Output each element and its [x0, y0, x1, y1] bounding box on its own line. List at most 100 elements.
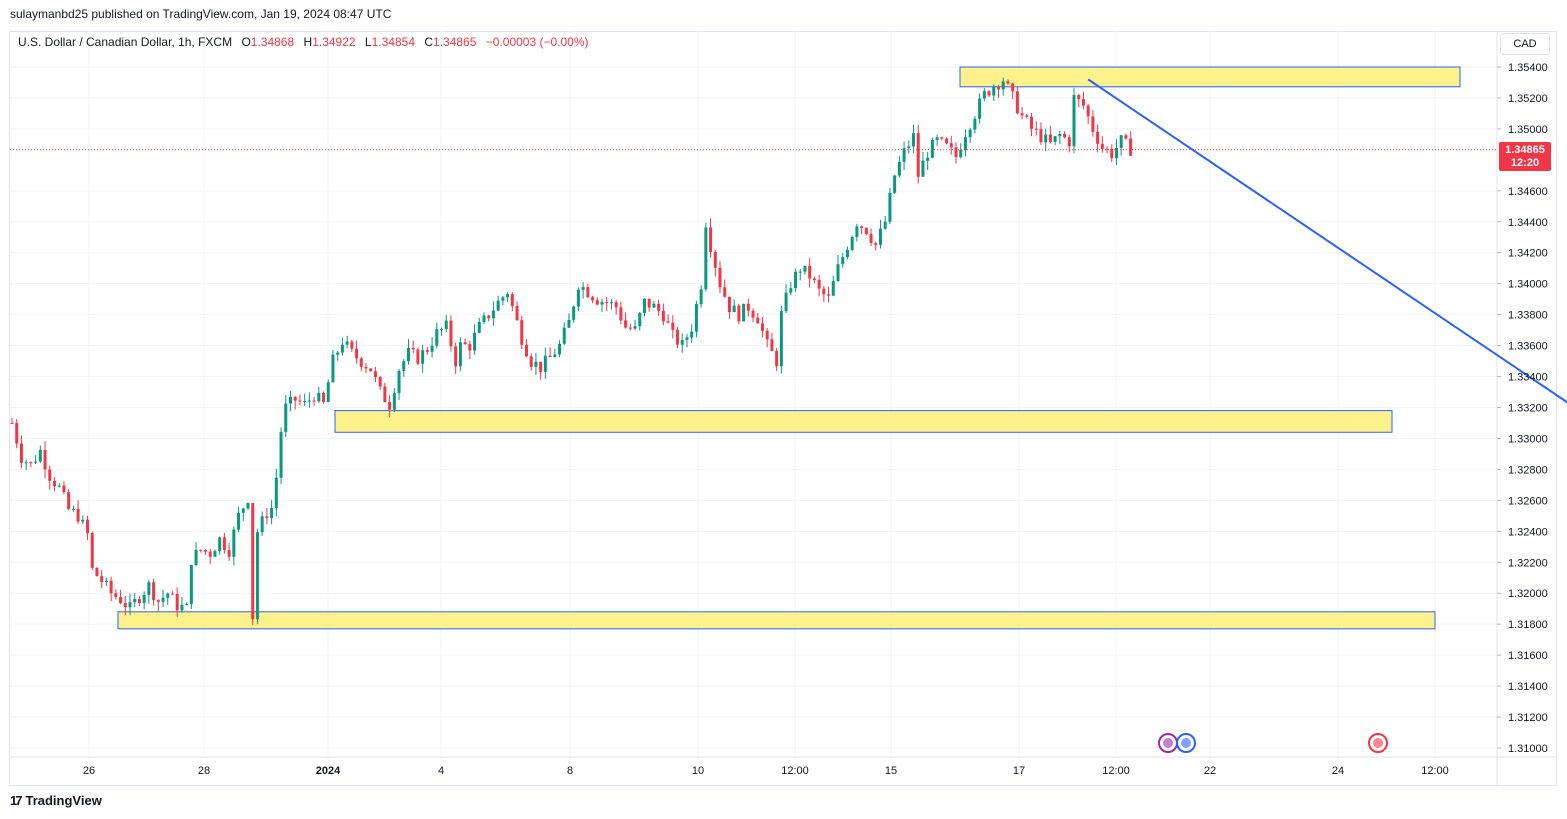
candle-body	[619, 307, 623, 321]
candle-body	[940, 137, 944, 139]
candle-body	[1091, 116, 1095, 132]
legend-open-label: O	[241, 35, 251, 49]
candle-body	[161, 597, 165, 602]
candle-body	[930, 139, 934, 158]
y-tick-label: 1.32600	[1508, 495, 1548, 507]
y-tick-label: 1.33800	[1508, 310, 1548, 322]
candle-body	[1058, 133, 1062, 137]
candle-body	[133, 599, 137, 603]
candle-body	[949, 143, 953, 148]
candle-body	[614, 302, 618, 308]
candle-body	[303, 400, 307, 402]
candle-body	[642, 298, 646, 314]
candle-body	[90, 532, 94, 568]
us-flag-event-icon[interactable]	[1176, 733, 1196, 753]
projection-arrows-layer	[1087, 78, 1567, 404]
candle-body	[147, 582, 151, 595]
sr-zone	[959, 66, 1461, 88]
candle-body	[855, 226, 859, 237]
publisher-caption: sulaymanbd25 published on TradingView.co…	[10, 7, 392, 21]
candle-body	[963, 137, 967, 151]
candle-body	[406, 347, 410, 362]
candle-body	[86, 519, 90, 533]
candle-body	[317, 392, 321, 402]
candle-body	[935, 137, 939, 140]
candle-body	[765, 330, 769, 340]
y-tick-label: 1.31400	[1508, 681, 1548, 693]
candle-body	[1048, 134, 1052, 142]
candle-body	[128, 602, 132, 608]
y-tick-label: 1.31200	[1508, 712, 1548, 724]
legend-close-value: 1.34865	[433, 35, 477, 49]
candle-body	[657, 303, 661, 311]
candle-body	[713, 251, 717, 268]
candle-body	[529, 356, 533, 367]
legend-change: −0.00003 (−0.00%)	[485, 35, 589, 49]
x-tick-label: 12:00	[1102, 765, 1130, 777]
candle-body	[34, 461, 38, 463]
candle-body	[822, 288, 826, 295]
candle-body	[576, 289, 580, 307]
y-tick-label: 1.33000	[1508, 433, 1548, 445]
legend-low-value: 1.34854	[371, 35, 415, 49]
time-axis: 26 28 2024 4 8 10 12:00 15 17 12:00 22 24 12:00	[83, 765, 1449, 777]
candle-body	[562, 327, 566, 344]
y-tick-label: 1.32400	[1508, 526, 1548, 538]
candle-body	[425, 350, 429, 352]
chart-frame	[9, 31, 1557, 786]
candle-body	[444, 320, 448, 329]
candle-body	[959, 150, 963, 158]
candle-body	[1006, 81, 1010, 84]
x-tick-label: 8	[567, 765, 573, 777]
candle-body	[213, 551, 217, 557]
candle-body	[501, 297, 505, 301]
candle-body	[595, 300, 599, 305]
candle-body	[676, 329, 680, 345]
candle-body	[775, 351, 779, 367]
candle-body	[350, 341, 354, 349]
candle-body	[1110, 148, 1114, 159]
y-tick-label: 1.35000	[1508, 124, 1548, 136]
candle-body	[1081, 99, 1085, 106]
currency-selector-button[interactable]: CAD	[1500, 33, 1550, 55]
candle-body	[71, 508, 75, 510]
candle-body	[38, 449, 42, 462]
candle-body	[208, 551, 212, 557]
candle-body	[373, 371, 377, 378]
candle-body	[817, 280, 821, 289]
candle-body	[232, 529, 236, 557]
candle-body	[175, 593, 179, 611]
candle-body	[468, 344, 472, 351]
candle-body	[359, 358, 363, 367]
candle-body	[440, 328, 444, 330]
candle-body	[945, 138, 949, 144]
legend-low-label: L	[364, 35, 372, 49]
candle-body	[897, 161, 901, 176]
candle-body	[449, 320, 453, 347]
candle-body	[10, 422, 14, 424]
candle-body	[199, 549, 203, 551]
candle-body	[473, 332, 477, 351]
candle-body	[265, 516, 269, 519]
candle-body	[189, 565, 193, 605]
candle-body	[600, 301, 604, 305]
candle-body	[515, 305, 519, 321]
candle-body	[1124, 135, 1128, 139]
candle-body	[978, 98, 982, 119]
candle-body	[534, 361, 538, 367]
candle-body	[487, 315, 491, 319]
candle-body	[185, 604, 189, 606]
candle-body	[312, 400, 316, 402]
candle-body	[718, 267, 722, 288]
candle-body	[609, 302, 613, 304]
y-tick-label: 1.34200	[1508, 248, 1548, 260]
candle-body	[954, 147, 958, 158]
canada-flag-event-icon[interactable]	[1368, 733, 1388, 753]
legend-symbol: U.S. Dollar / Canadian Dollar, 1h, FXCM	[18, 35, 233, 49]
tradingview-logo[interactable]: 17 TradingView	[10, 793, 102, 808]
candle-body	[973, 118, 977, 130]
lightning-event-icon[interactable]	[1158, 733, 1178, 753]
candle-body	[751, 310, 755, 318]
candle-body	[416, 349, 420, 364]
